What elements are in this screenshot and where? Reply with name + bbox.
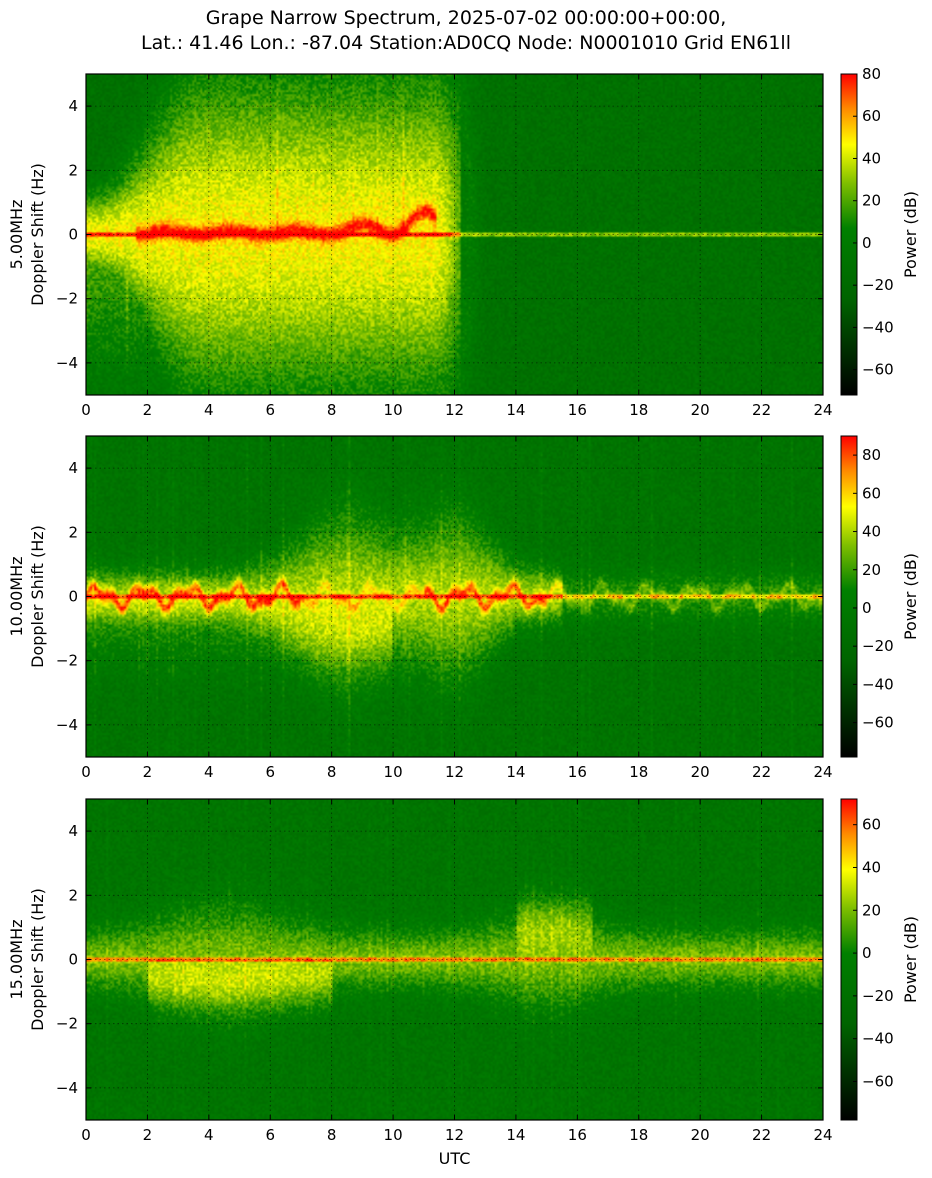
y-tick-label: 2 (68, 161, 78, 179)
colorbar-tick-label: −60 (862, 1072, 894, 1090)
x-tick-label: 6 (265, 763, 275, 781)
colorbar-tick-label: 20 (862, 901, 881, 919)
x-tick-label: 18 (629, 1126, 648, 1144)
x-tick-label: 18 (629, 401, 648, 419)
colorbar-tick-label: 60 (862, 816, 881, 834)
y-tick-label: −4 (56, 1079, 78, 1097)
y-tick-label: 0 (68, 226, 78, 244)
x-tick-label: 14 (506, 763, 525, 781)
x-tick-label: 24 (813, 401, 832, 419)
x-tick-label: 24 (813, 1126, 832, 1144)
colorbar-label: Power (dB) (901, 191, 920, 278)
colorbar-tick-label: −40 (862, 675, 894, 693)
x-tick-label: 16 (568, 1126, 587, 1144)
colorbar-tick-label: −20 (862, 276, 894, 294)
y-tick-label: −2 (56, 1015, 78, 1033)
colorbar-tick-label: −20 (862, 987, 894, 1005)
x-tick-label: 4 (204, 401, 214, 419)
x-tick-label: 12 (445, 763, 464, 781)
x-tick-label: 24 (813, 763, 832, 781)
x-tick-label: 22 (752, 763, 771, 781)
colorbar-tick-label: 40 (862, 858, 881, 876)
x-tick-label: 2 (143, 763, 153, 781)
y-axis-label-doppler: Doppler Shift (Hz) (28, 888, 47, 1031)
x-tick-label: 20 (691, 763, 710, 781)
y-axis-label-frequency: 15.00MHz (7, 919, 26, 999)
y-tick-label: 4 (68, 822, 78, 840)
x-tick-label: 0 (81, 1126, 91, 1144)
colorbar-tick-label: 80 (862, 65, 881, 83)
x-tick-label: 20 (691, 1126, 710, 1144)
x-tick-label: 22 (752, 401, 771, 419)
figure-title: Grape Narrow Spectrum, 2025-07-02 00:00:… (0, 6, 932, 56)
x-tick-label: 20 (691, 401, 710, 419)
x-tick-label: 8 (327, 401, 337, 419)
y-axis-label-doppler: Doppler Shift (Hz) (28, 163, 47, 306)
colorbar-tick-label: 20 (862, 561, 881, 579)
colorbar (840, 435, 858, 758)
y-tick-label: −4 (56, 354, 78, 372)
x-tick-label: 6 (265, 401, 275, 419)
y-tick-label: 4 (68, 459, 78, 477)
colorbar-tick-label: −60 (862, 714, 894, 732)
x-tick-label: 14 (506, 1126, 525, 1144)
x-axis-label: UTC (439, 1149, 471, 1168)
x-tick-label: 14 (506, 401, 525, 419)
y-tick-label: −2 (56, 290, 78, 308)
x-tick-label: 22 (752, 1126, 771, 1144)
x-tick-label: 2 (143, 401, 153, 419)
x-tick-label: 12 (445, 1126, 464, 1144)
y-tick-label: 0 (68, 588, 78, 606)
x-tick-label: 10 (384, 1126, 403, 1144)
y-axis-label-doppler: Doppler Shift (Hz) (28, 525, 47, 668)
x-tick-label: 6 (265, 1126, 275, 1144)
colorbar-label: Power (dB) (901, 553, 920, 640)
x-tick-label: 0 (81, 763, 91, 781)
title-line-1: Grape Narrow Spectrum, 2025-07-02 00:00:… (205, 7, 727, 29)
y-axis-label-frequency: 10.00MHz (7, 556, 26, 636)
y-tick-label: 4 (68, 97, 78, 115)
y-tick-label: 2 (68, 523, 78, 541)
y-tick-label: 2 (68, 886, 78, 904)
title-line-2: Lat.: 41.46 Lon.: -87.04 Station:AD0CQ N… (141, 32, 791, 54)
colorbar-tick-label: 60 (862, 484, 881, 502)
x-tick-label: 16 (568, 401, 587, 419)
x-tick-label: 0 (81, 401, 91, 419)
x-tick-label: 4 (204, 763, 214, 781)
x-tick-label: 18 (629, 763, 648, 781)
x-tick-label: 12 (445, 401, 464, 419)
colorbar-label: Power (dB) (901, 916, 920, 1003)
colorbar-tick-label: −60 (862, 361, 894, 379)
x-tick-label: 10 (384, 401, 403, 419)
colorbar (840, 73, 858, 396)
colorbar-tick-label: 60 (862, 107, 881, 125)
y-axis-label-frequency: 5.00MHz (7, 200, 26, 270)
colorbar-tick-label: 40 (862, 523, 881, 541)
colorbar-tick-label: 20 (862, 192, 881, 210)
y-tick-label: −2 (56, 652, 78, 670)
colorbar-tick-label: −40 (862, 318, 894, 336)
x-tick-label: 8 (327, 1126, 337, 1144)
x-tick-label: 2 (143, 1126, 153, 1144)
colorbar-tick-label: 40 (862, 149, 881, 167)
x-tick-label: 8 (327, 763, 337, 781)
colorbar-tick-label: 0 (862, 599, 872, 617)
colorbar-tick-label: −20 (862, 637, 894, 655)
x-tick-label: 16 (568, 763, 587, 781)
colorbar-tick-label: −40 (862, 1030, 894, 1048)
colorbar (840, 798, 858, 1121)
colorbar-tick-label: 0 (862, 234, 872, 252)
y-tick-label: −4 (56, 716, 78, 734)
x-tick-label: 4 (204, 1126, 214, 1144)
x-tick-label: 10 (384, 763, 403, 781)
y-tick-label: 0 (68, 951, 78, 969)
colorbar-tick-label: 80 (862, 446, 881, 464)
colorbar-tick-label: 0 (862, 944, 872, 962)
